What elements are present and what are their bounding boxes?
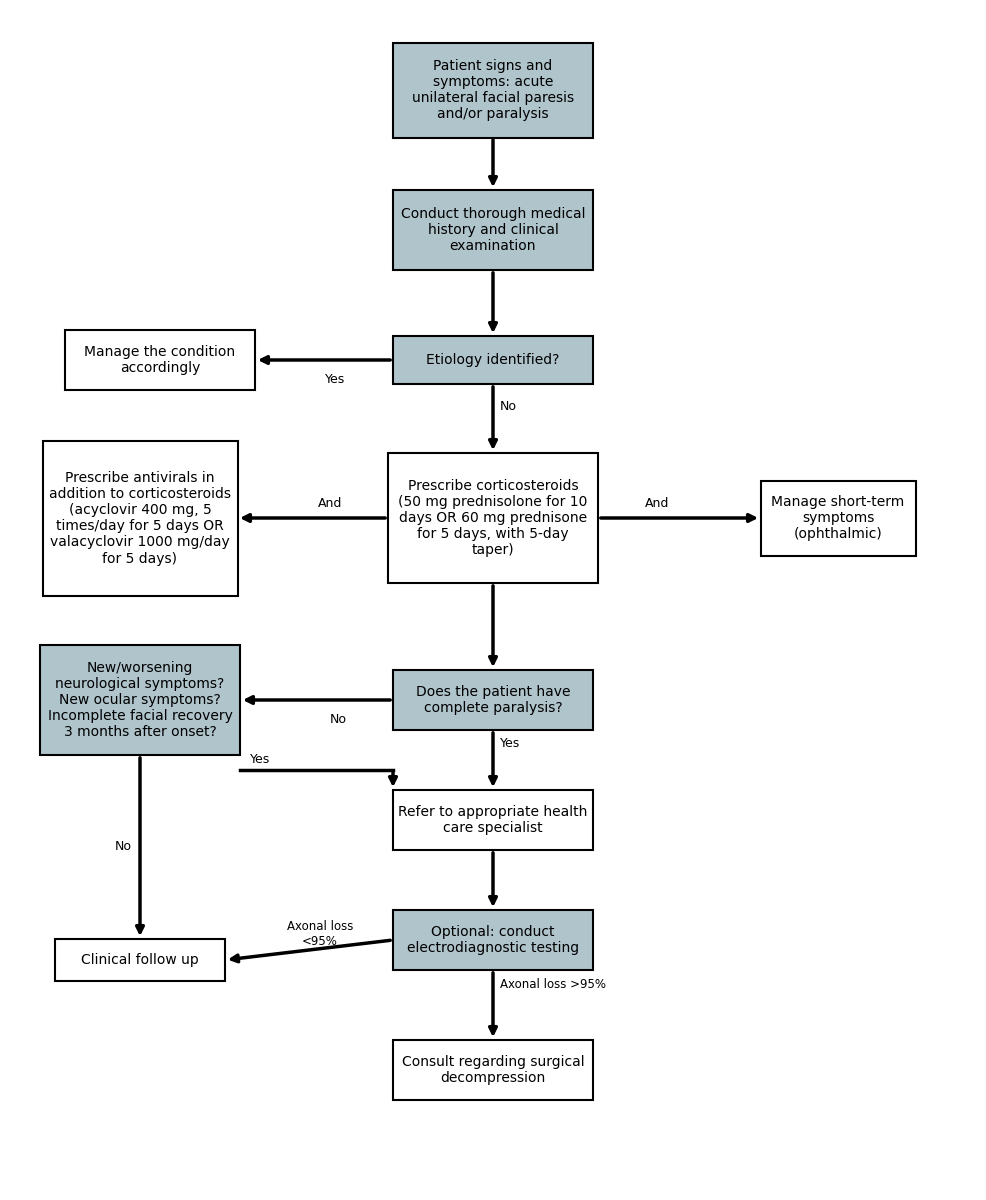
Text: Manage short-term
symptoms
(ophthalmic): Manage short-term symptoms (ophthalmic) <box>771 494 904 541</box>
Text: New/worsening
neurological symptoms?
New ocular symptoms?
Incomplete facial reco: New/worsening neurological symptoms? New… <box>47 660 233 739</box>
Text: Prescribe corticosteroids
(50 mg prednisolone for 10
days OR 60 mg prednisone
fo: Prescribe corticosteroids (50 mg prednis… <box>398 479 588 557</box>
Bar <box>40 646 240 755</box>
Text: Conduct thorough medical
history and clinical
examination: Conduct thorough medical history and cli… <box>400 206 586 253</box>
Text: No: No <box>115 840 132 853</box>
Bar <box>388 452 598 583</box>
Text: Yes: Yes <box>324 373 345 386</box>
Text: Yes: Yes <box>500 737 521 750</box>
Bar <box>393 42 593 138</box>
Bar <box>65 330 255 390</box>
Bar <box>55 938 225 982</box>
Text: And: And <box>645 497 669 510</box>
Text: Refer to appropriate health
care specialist: Refer to appropriate health care special… <box>398 805 588 835</box>
Text: Patient signs and
symptoms: acute
unilateral facial paresis
and/or paralysis: Patient signs and symptoms: acute unilat… <box>412 59 574 121</box>
Bar <box>393 336 593 384</box>
Text: Optional: conduct
electrodiagnostic testing: Optional: conduct electrodiagnostic test… <box>407 925 579 955</box>
Text: Consult regarding surgical
decompression: Consult regarding surgical decompression <box>401 1055 585 1085</box>
Text: Does the patient have
complete paralysis?: Does the patient have complete paralysis… <box>416 685 570 715</box>
Bar <box>393 790 593 850</box>
Bar <box>42 440 238 595</box>
Bar <box>393 670 593 730</box>
Text: Yes: Yes <box>249 754 270 766</box>
Text: And: And <box>317 497 342 510</box>
Bar <box>760 480 915 556</box>
Text: Manage the condition
accordingly: Manage the condition accordingly <box>85 344 236 376</box>
Text: Axonal loss >95%: Axonal loss >95% <box>500 978 606 991</box>
Text: Axonal loss
<95%: Axonal loss <95% <box>287 920 353 948</box>
Bar <box>393 190 593 270</box>
Bar <box>393 910 593 970</box>
Text: Prescribe antivirals in
addition to corticosteroids
(acyclovir 400 mg, 5
times/d: Prescribe antivirals in addition to cort… <box>49 470 231 565</box>
Text: Etiology identified?: Etiology identified? <box>426 353 560 367</box>
Text: Clinical follow up: Clinical follow up <box>81 953 199 967</box>
Bar <box>393 1040 593 1100</box>
Text: No: No <box>329 713 346 726</box>
Text: No: No <box>500 400 517 413</box>
